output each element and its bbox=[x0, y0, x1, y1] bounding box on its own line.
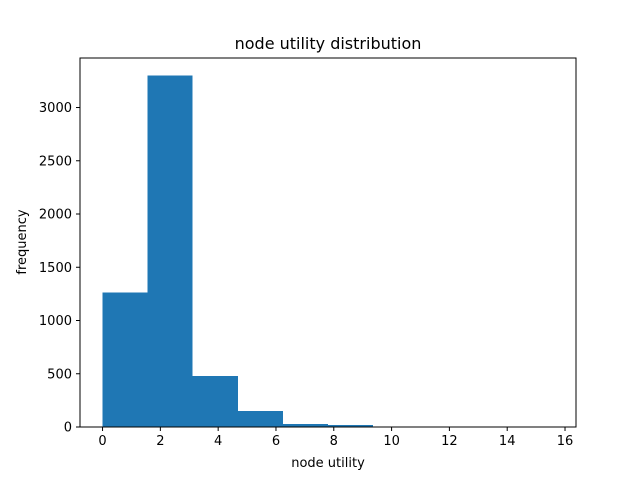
y-axis: 0 500 1000 1500 2000 2500 3000 bbox=[39, 101, 80, 436]
x-axis-label: node utility bbox=[291, 456, 365, 471]
chart-title: node utility distribution bbox=[235, 34, 422, 53]
y-tick-label: 0 bbox=[64, 421, 72, 436]
y-tick-label: 1000 bbox=[39, 314, 72, 329]
x-tick-label: 4 bbox=[214, 434, 222, 449]
histogram-bar-0 bbox=[102, 292, 148, 427]
y-tick-label: 3000 bbox=[39, 101, 72, 116]
y-axis-label: frequency bbox=[15, 209, 30, 275]
x-tick-label: 2 bbox=[156, 434, 164, 449]
x-tick-label: 16 bbox=[557, 434, 574, 449]
bars-group bbox=[102, 75, 554, 428]
histogram-bar-4 bbox=[282, 423, 328, 427]
y-tick-label: 500 bbox=[47, 367, 72, 382]
x-tick-label: 12 bbox=[441, 434, 458, 449]
x-tick-label: 14 bbox=[499, 434, 516, 449]
plot-frame bbox=[79, 57, 577, 428]
y-tick-label: 1500 bbox=[39, 261, 72, 276]
histogram-bar-5 bbox=[328, 424, 374, 427]
x-tick-label: 0 bbox=[98, 434, 106, 449]
histogram-bar-3 bbox=[237, 411, 283, 427]
x-axis: 0 2 4 6 8 10 12 14 16 bbox=[98, 427, 573, 449]
x-tick-label: 10 bbox=[383, 434, 400, 449]
y-tick-label: 2500 bbox=[39, 154, 72, 169]
x-tick-label: 8 bbox=[330, 434, 338, 449]
y-tick-label: 2000 bbox=[39, 208, 72, 223]
histogram-bar-1 bbox=[147, 75, 193, 428]
x-tick-label: 6 bbox=[272, 434, 280, 449]
histogram-bar-2 bbox=[192, 375, 238, 427]
